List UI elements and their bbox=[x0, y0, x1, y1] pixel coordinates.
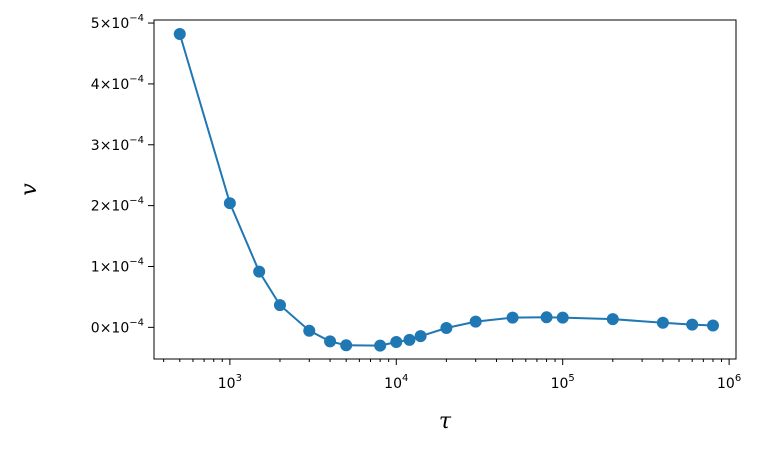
x-tick-exponent: 5 bbox=[568, 373, 574, 384]
y-tick-exponent: −4 bbox=[129, 196, 144, 207]
data-point bbox=[223, 197, 236, 210]
y-tick-label: 3×10−4 bbox=[91, 135, 144, 154]
x-tick-label: 103 bbox=[218, 373, 242, 392]
y-tick-label: 1×10−4 bbox=[91, 256, 144, 275]
y-tick-exponent: −4 bbox=[129, 256, 144, 267]
y-axis-label: v bbox=[17, 183, 42, 196]
data-point bbox=[606, 313, 619, 326]
x-tick-exponent: 6 bbox=[735, 373, 741, 384]
data-point bbox=[340, 339, 353, 352]
data-point bbox=[556, 311, 569, 324]
y-tick-exponent: −4 bbox=[129, 317, 144, 328]
data-point bbox=[656, 316, 669, 329]
data-point bbox=[324, 335, 337, 348]
x-tick-base: 10 bbox=[551, 376, 569, 392]
data-point bbox=[374, 339, 387, 352]
data-point bbox=[273, 299, 286, 312]
y-tick-mantissa: 5×10 bbox=[91, 16, 129, 32]
x-tick-exponent: 4 bbox=[402, 373, 408, 384]
x-tick-exponent: 3 bbox=[236, 373, 242, 384]
axes: 103 104 105 1060×10−41×10−42×10−43×10−44×10… bbox=[91, 13, 741, 392]
x-tick-label: 104 bbox=[384, 373, 408, 392]
data-point bbox=[706, 319, 719, 332]
data-point bbox=[686, 318, 699, 331]
y-tick-label: 5×10−4 bbox=[91, 13, 144, 32]
y-tick-exponent: −4 bbox=[129, 135, 144, 146]
data-point bbox=[440, 321, 453, 334]
x-tick-label: 106 bbox=[717, 373, 741, 392]
y-tick-mantissa: 1×10 bbox=[91, 259, 129, 275]
x-tick-base: 10 bbox=[384, 376, 402, 392]
y-tick-mantissa: 3×10 bbox=[91, 138, 129, 154]
data-point bbox=[173, 27, 186, 40]
y-tick-label: 4×10−4 bbox=[91, 74, 144, 93]
data-point bbox=[469, 315, 482, 328]
y-tick-exponent: −4 bbox=[129, 74, 144, 85]
y-tick-mantissa: 4×10 bbox=[91, 77, 129, 93]
data-point bbox=[403, 333, 416, 346]
y-tick-exponent: −4 bbox=[129, 13, 144, 24]
data-point bbox=[506, 311, 519, 324]
plot-frame bbox=[153, 19, 737, 360]
x-tick-label: 105 bbox=[551, 373, 575, 392]
data-point bbox=[303, 324, 316, 337]
x-tick-base: 10 bbox=[717, 376, 735, 392]
data-point bbox=[414, 330, 427, 343]
data-point bbox=[540, 311, 553, 324]
y-tick-mantissa: 2×10 bbox=[91, 199, 129, 215]
data-point bbox=[390, 335, 403, 348]
y-tick-label: 2×10−4 bbox=[91, 196, 144, 215]
y-tick-label: 0×10−4 bbox=[91, 317, 144, 336]
x-tick-base: 10 bbox=[218, 376, 236, 392]
x-axis-label: τ bbox=[439, 409, 452, 434]
y-tick-mantissa: 0×10 bbox=[91, 320, 129, 336]
data-point bbox=[253, 265, 266, 278]
plot-area bbox=[173, 27, 719, 352]
